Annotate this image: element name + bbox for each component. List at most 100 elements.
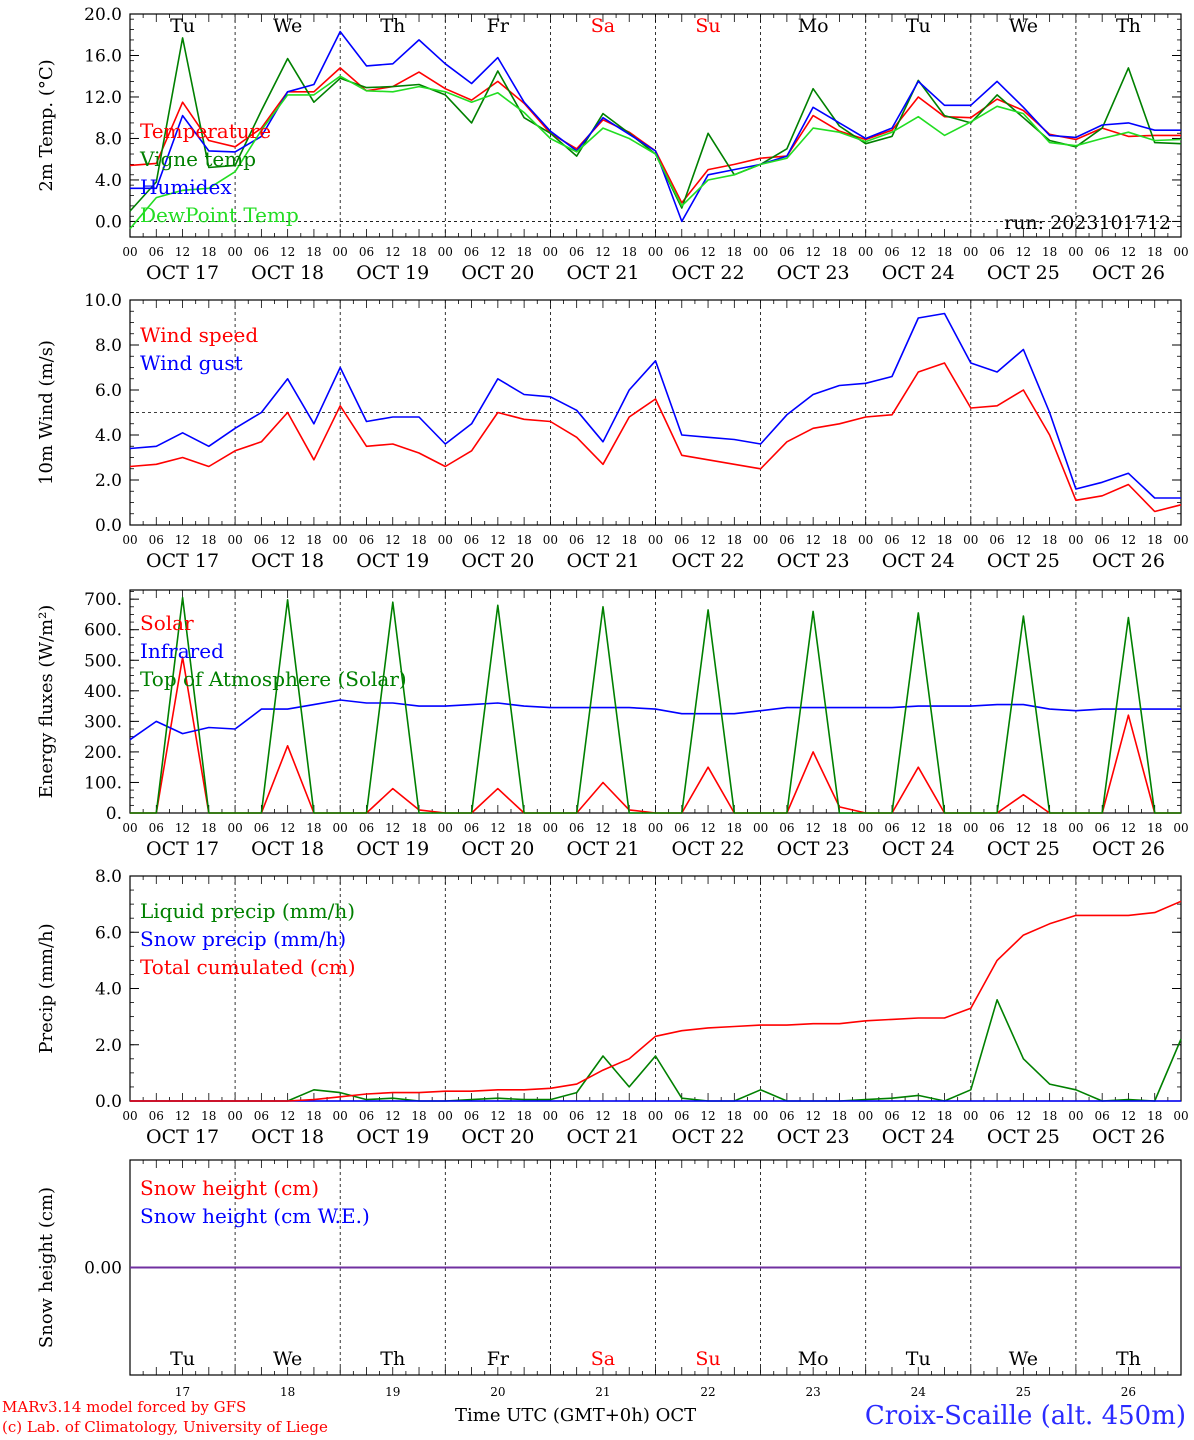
y-tick-label: 4.0 — [95, 171, 122, 191]
x-tick-label: 00 — [753, 533, 768, 547]
day-number: 23 — [806, 1385, 821, 1399]
y-tick-label: 300. — [84, 712, 122, 732]
x-tick-label: 06 — [1095, 1109, 1110, 1123]
x-tick-label: 12 — [1121, 245, 1136, 259]
legend-entry: Humidex — [140, 175, 232, 199]
x-tick-label: 00 — [753, 245, 768, 259]
legend-entry: Top of Atmosphere (Solar) — [140, 667, 407, 691]
x-tick-label: 18 — [1147, 821, 1162, 835]
x-tick-label: 00 — [1068, 821, 1083, 835]
x-tick-label: 18 — [622, 245, 637, 259]
x-tick-label: 12 — [595, 533, 610, 547]
x-tick-label: 00 — [227, 533, 242, 547]
x-tick-label: 06 — [569, 821, 584, 835]
x-tick-label: 06 — [254, 533, 269, 547]
credit-model: MARv3.14 model forced by GFS — [2, 1398, 247, 1416]
day-label: OCT 19 — [356, 838, 429, 860]
day-label: OCT 23 — [777, 262, 850, 284]
x-tick-label: 00 — [227, 245, 242, 259]
weekday-label: Th — [1116, 15, 1141, 37]
y-tick-label: 2.0 — [95, 471, 122, 491]
x-tick-label: 06 — [254, 245, 269, 259]
x-tick-label: 06 — [149, 821, 164, 835]
x-tick-label: 00 — [438, 245, 453, 259]
weekday-label: Th — [380, 15, 405, 37]
x-tick-label: 18 — [306, 1109, 321, 1123]
x-tick-label: 18 — [516, 533, 531, 547]
day-label: OCT 18 — [251, 1126, 324, 1148]
x-tick-label: 12 — [1121, 1109, 1136, 1123]
y-tick-label: 6.0 — [95, 381, 122, 401]
y-tick-label: 2.0 — [95, 1036, 122, 1056]
x-tick-label: 00 — [333, 1109, 348, 1123]
y-tick-label: 0.0 — [95, 516, 122, 536]
y-tick-label: 0. — [106, 804, 122, 824]
x-tick-label: 00 — [333, 533, 348, 547]
x-tick-label: 18 — [727, 821, 742, 835]
x-tick-label: 00 — [753, 821, 768, 835]
x-tick-label: 18 — [201, 821, 216, 835]
y-tick-label: 6.0 — [95, 923, 122, 943]
x-tick-label: 18 — [306, 245, 321, 259]
y-axis-label: Energy fluxes (W/m²) — [36, 605, 57, 799]
day-label: OCT 25 — [987, 1126, 1060, 1148]
x-tick-label: 06 — [674, 1109, 689, 1123]
x-tick-label: 18 — [937, 245, 952, 259]
x-tick-label: 06 — [674, 245, 689, 259]
x-tick-label: 06 — [464, 533, 479, 547]
x-tick-label: 00 — [333, 245, 348, 259]
x-tick-label: 00 — [227, 821, 242, 835]
x-tick-label: 06 — [1095, 821, 1110, 835]
x-tick-label: 06 — [254, 821, 269, 835]
x-tick-label: 12 — [806, 1109, 821, 1123]
x-tick-label: 18 — [411, 821, 426, 835]
day-label: OCT 26 — [1092, 1126, 1165, 1148]
weekday-label: Fr — [487, 1348, 510, 1370]
day-label: OCT 17 — [146, 838, 219, 860]
x-tick-label: 00 — [963, 821, 978, 835]
x-tick-label: 06 — [149, 245, 164, 259]
y-tick-label: 100. — [84, 773, 122, 793]
weekday-label: Tu — [906, 1348, 931, 1370]
run-label: run: 2023101712 — [1004, 212, 1171, 234]
day-label: OCT 23 — [777, 550, 850, 572]
x-tick-label: 18 — [306, 821, 321, 835]
x-tick-label: 06 — [884, 533, 899, 547]
day-number: 18 — [280, 1385, 295, 1399]
x-tick-label: 18 — [937, 821, 952, 835]
day-label: OCT 22 — [672, 1126, 745, 1148]
x-tick-label: 12 — [806, 821, 821, 835]
legend-entry: DewPoint Temp — [140, 203, 299, 227]
x-tick-label: 12 — [490, 1109, 505, 1123]
legend-entry: Total cumulated (cm) — [140, 955, 356, 979]
x-tick-label: 12 — [490, 821, 505, 835]
weekday-label: We — [1009, 1348, 1038, 1370]
day-label: OCT 22 — [672, 550, 745, 572]
day-label: OCT 20 — [461, 1126, 534, 1148]
x-tick-label: 18 — [1147, 1109, 1162, 1123]
x-tick-label: 18 — [201, 245, 216, 259]
y-axis-label: Snow height (cm) — [36, 1187, 57, 1348]
day-label: OCT 24 — [882, 550, 955, 572]
x-tick-label: 12 — [490, 533, 505, 547]
x-tick-label: 00 — [333, 821, 348, 835]
day-label: OCT 17 — [146, 1126, 219, 1148]
x-tick-label: 00 — [858, 1109, 873, 1123]
x-tick-label: 06 — [149, 533, 164, 547]
day-label: OCT 25 — [987, 838, 1060, 860]
series-line-3 — [130, 900, 1182, 1102]
x-tick-label: 06 — [569, 533, 584, 547]
weekday-label: Sa — [591, 1348, 615, 1370]
x-tick-label: 12 — [595, 1109, 610, 1123]
x-tick-label: 00 — [963, 533, 978, 547]
x-tick-label: 00 — [858, 245, 873, 259]
x-tick-label: 12 — [1016, 245, 1031, 259]
day-label: OCT 17 — [146, 550, 219, 572]
x-tick-label: 06 — [779, 1109, 794, 1123]
x-tick-label: 06 — [1095, 533, 1110, 547]
x-tick-label: 12 — [1016, 821, 1031, 835]
x-tick-label: 12 — [175, 821, 190, 835]
day-label: OCT 19 — [356, 550, 429, 572]
y-tick-label: 4.0 — [95, 980, 122, 1000]
day-label: OCT 25 — [987, 262, 1060, 284]
